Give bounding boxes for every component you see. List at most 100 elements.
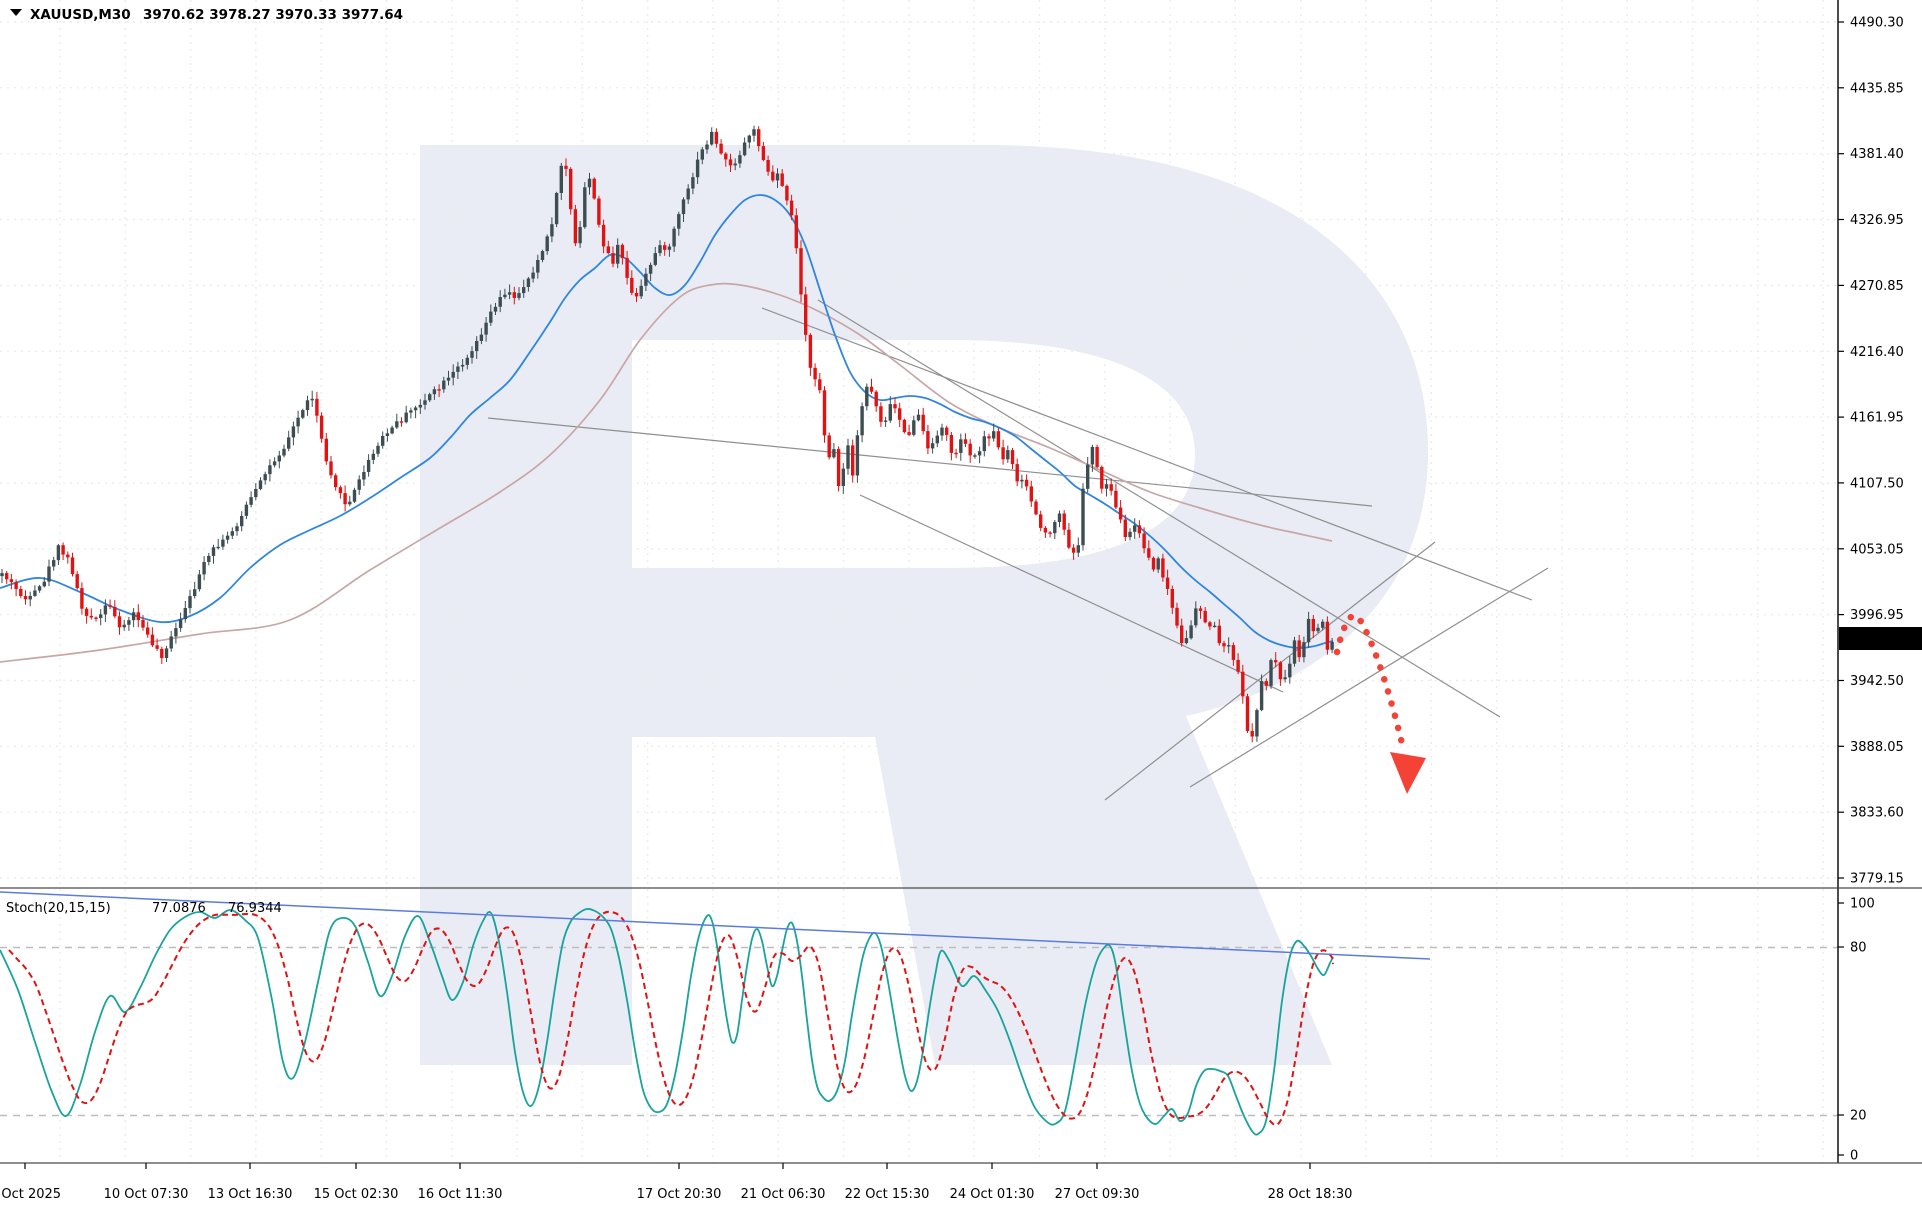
candle[interactable] (1222, 643, 1226, 647)
candle[interactable] (855, 435, 860, 476)
candle[interactable] (315, 398, 319, 416)
candle[interactable] (1198, 608, 1203, 611)
candle[interactable] (193, 589, 197, 597)
candle[interactable] (977, 451, 982, 456)
candle[interactable] (789, 200, 794, 216)
candle[interactable] (1015, 464, 1019, 482)
candle[interactable] (1053, 522, 1057, 534)
candle[interactable] (681, 199, 686, 215)
candle[interactable] (47, 566, 51, 582)
candle[interactable] (221, 539, 225, 547)
candle[interactable] (710, 131, 714, 145)
candle[interactable] (916, 414, 921, 421)
candle[interactable] (493, 306, 498, 312)
candle[interactable] (550, 224, 554, 237)
candle[interactable] (658, 245, 662, 254)
candle[interactable] (1048, 532, 1052, 534)
candle[interactable] (611, 253, 615, 264)
candle[interactable] (959, 439, 963, 453)
candle[interactable] (540, 251, 545, 260)
candle[interactable] (1278, 662, 1283, 680)
candle[interactable] (131, 612, 136, 621)
candle[interactable] (898, 408, 902, 420)
candle[interactable] (841, 468, 845, 486)
candle[interactable] (512, 292, 516, 298)
candle[interactable] (879, 406, 883, 422)
candle[interactable] (376, 445, 380, 454)
candle[interactable] (291, 426, 296, 438)
candle[interactable] (648, 264, 653, 274)
candle[interactable] (1217, 625, 1221, 644)
candle[interactable] (1062, 513, 1066, 530)
candle[interactable] (794, 215, 798, 249)
candle[interactable] (578, 227, 582, 244)
candle[interactable] (37, 586, 42, 591)
stochastic-signal-line[interactable] (8, 910, 1335, 1126)
candle[interactable] (935, 435, 939, 444)
candle[interactable] (827, 435, 831, 458)
candle[interactable] (1175, 607, 1179, 626)
candle[interactable] (785, 185, 789, 201)
candle[interactable] (921, 414, 925, 432)
candle[interactable] (926, 431, 930, 449)
candle[interactable] (160, 648, 164, 659)
candle[interactable] (1165, 577, 1170, 589)
candle[interactable] (1090, 446, 1095, 465)
candle[interactable] (949, 435, 954, 453)
fast-moving-average-line[interactable] (0, 194, 1334, 649)
candle[interactable] (230, 531, 234, 536)
candle[interactable] (108, 605, 112, 607)
candle[interactable] (1123, 519, 1127, 538)
candle[interactable] (56, 545, 61, 561)
candle[interactable] (954, 452, 958, 455)
candle[interactable] (235, 526, 239, 532)
candle[interactable] (42, 581, 46, 587)
candle[interactable] (545, 236, 549, 252)
candle[interactable] (728, 159, 733, 166)
candle[interactable] (296, 417, 300, 427)
candle[interactable] (305, 400, 310, 411)
candle[interactable] (1189, 625, 1193, 639)
candle[interactable] (1029, 486, 1033, 502)
candle[interactable] (968, 443, 972, 456)
candle[interactable] (484, 322, 488, 335)
candle[interactable] (620, 244, 625, 259)
candle[interactable] (1316, 627, 1320, 632)
candle[interactable] (804, 294, 808, 335)
candle[interactable] (559, 165, 563, 193)
candle[interactable] (930, 443, 935, 449)
candle[interactable] (771, 171, 775, 181)
candle[interactable] (33, 590, 37, 596)
candle[interactable] (1128, 531, 1132, 538)
candle[interactable] (343, 493, 347, 505)
candle[interactable] (752, 129, 756, 136)
candle[interactable] (1241, 671, 1245, 697)
candle[interactable] (1006, 450, 1010, 460)
candle[interactable] (1259, 681, 1264, 711)
candle[interactable] (587, 178, 592, 188)
trendline-object[interactable] (817, 299, 1501, 718)
candle[interactable] (592, 178, 596, 199)
candle[interactable] (1170, 589, 1174, 608)
candle[interactable] (470, 351, 474, 358)
candle[interactable] (554, 193, 559, 225)
candle[interactable] (127, 620, 131, 625)
candle[interactable] (691, 177, 695, 189)
candle[interactable] (150, 634, 155, 646)
candle[interactable] (940, 427, 944, 436)
stochastic-pane[interactable] (0, 891, 1431, 1136)
candle[interactable] (211, 547, 216, 556)
candle[interactable] (973, 455, 977, 457)
candle[interactable] (146, 627, 150, 635)
candle[interactable] (634, 293, 639, 297)
candle[interactable] (122, 624, 126, 628)
candle[interactable] (164, 648, 169, 658)
candle[interactable] (5, 573, 9, 580)
candle[interactable] (240, 516, 244, 527)
candle[interactable] (1043, 527, 1048, 533)
candle[interactable] (366, 459, 371, 472)
candle[interactable] (902, 419, 907, 433)
candle[interactable] (28, 595, 32, 600)
candle[interactable] (616, 244, 620, 264)
candle[interactable] (625, 258, 629, 278)
